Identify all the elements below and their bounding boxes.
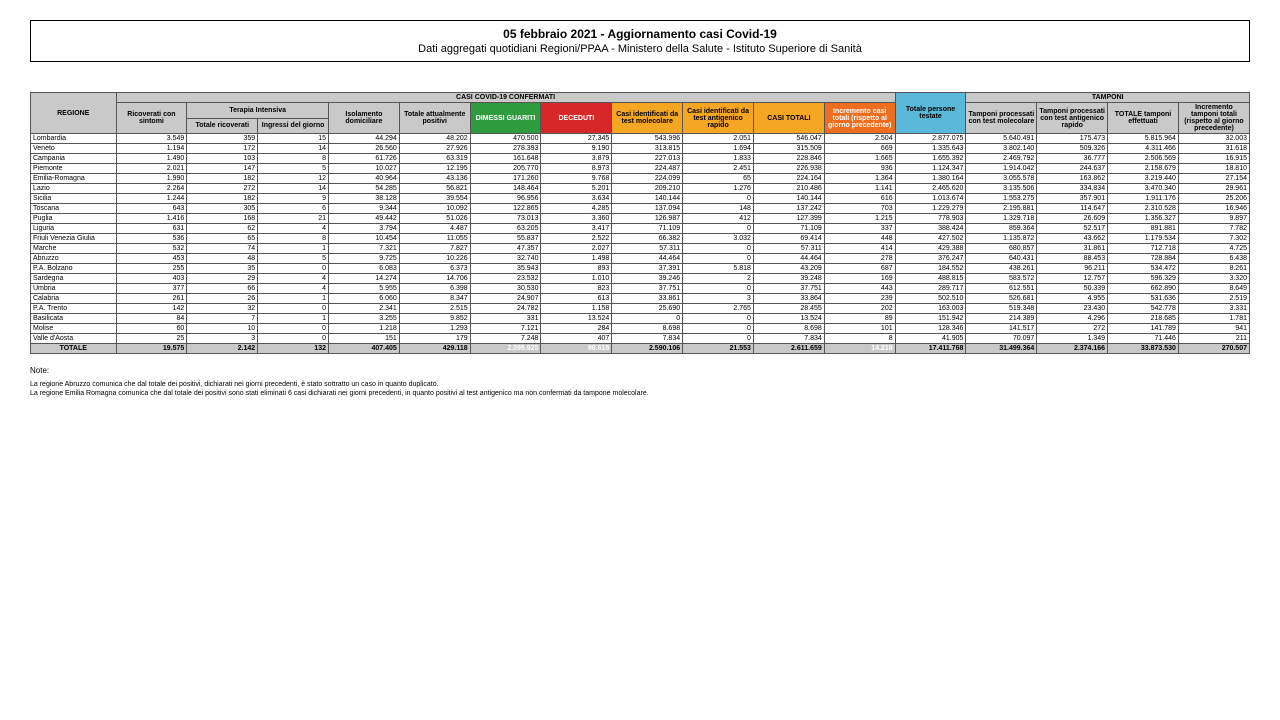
table-row: Lazio2.2642721454.28556.821148.4645.2012… bbox=[31, 184, 1250, 194]
table-row: Veneto1.1941721426.56027.926278.3939.190… bbox=[31, 144, 1250, 154]
table-row: Piemonte2.021147510.02712.195205.7708.97… bbox=[31, 164, 1250, 174]
table-row: Marche5327417.3217.82747.3572.02757.3110… bbox=[31, 244, 1250, 254]
table-row: P.A. Bolzano2553506.0836.37335.94389337.… bbox=[31, 264, 1250, 274]
table-row: Valle d'Aosta25301511797.2484077.83407.8… bbox=[31, 334, 1250, 344]
table-row: Lombardia3.5493591544.29448.202470.50027… bbox=[31, 134, 1250, 144]
table-row: Sardegna40329414.27414.70623.5321.01039.… bbox=[31, 274, 1250, 284]
title-sub: Dati aggregati quotidiani Regioni/PPAA -… bbox=[41, 43, 1239, 55]
table-row: Friuli Venezia Giulia53665810.45411.0555… bbox=[31, 234, 1250, 244]
table-row: Puglia1.4161682149.44251.02673.0133.3601… bbox=[31, 214, 1250, 224]
table-row: Toscana64330569.34410.092122.8654.285137… bbox=[31, 204, 1250, 214]
table-row: Liguria6316243.7944.48763.2053.41771.109… bbox=[31, 224, 1250, 234]
table-row: Molise601001.2181.2937.1212848.69808.698… bbox=[31, 324, 1250, 334]
notes-block: Note: La regione Abruzzo comunica che da… bbox=[30, 366, 1250, 399]
title-box: 05 febbraio 2021 - Aggiornamento casi Co… bbox=[30, 20, 1250, 62]
table-row: Calabria2612616.0608.34724.90761333.8613… bbox=[31, 294, 1250, 304]
table-row: Basilicata84713.2559.85233113.5240013.52… bbox=[31, 314, 1250, 324]
covid-data-table: REGIONECASI COVID-19 CONFERMATITotale pe… bbox=[30, 92, 1250, 354]
table-row: Sicilia1.244182938.12839.55496.9563.6341… bbox=[31, 194, 1250, 204]
table-row: Campania1.490103861.72663.319161.6483.87… bbox=[31, 154, 1250, 164]
table-row: Emilia-Romagna1.9901821240.96443.136171.… bbox=[31, 174, 1250, 184]
table-row: Abruzzo4534859.72510.22632.7401.49844.46… bbox=[31, 254, 1250, 264]
title-main: 05 febbraio 2021 - Aggiornamento casi Co… bbox=[41, 27, 1239, 41]
table-row: Umbria3776645.9556.39830.53082337.751037… bbox=[31, 284, 1250, 294]
note-line-2: La regione Emilia Romagna comunica che d… bbox=[30, 389, 1250, 398]
total-row: TOTALE19.5752.142132407.405429.1182.095.… bbox=[31, 344, 1250, 354]
notes-label: Note: bbox=[30, 366, 1250, 376]
table-row: P.A. Trento1423202.3412.51524.7821.15825… bbox=[31, 304, 1250, 314]
note-line-1: La regione Abruzzo comunica che dal tota… bbox=[30, 380, 1250, 389]
